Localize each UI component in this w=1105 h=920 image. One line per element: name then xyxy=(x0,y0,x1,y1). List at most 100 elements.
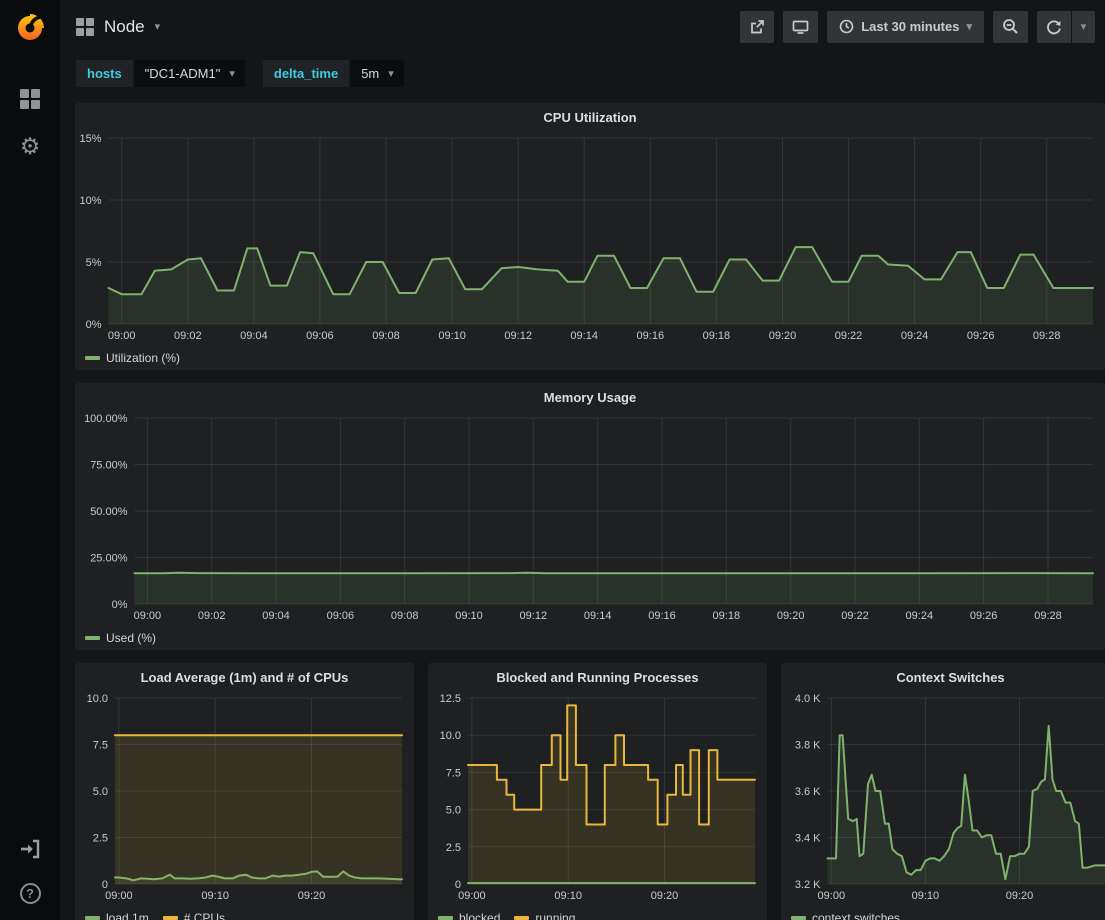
search-minus-icon xyxy=(1002,18,1019,35)
svg-text:5.0: 5.0 xyxy=(446,805,461,817)
svg-text:09:00: 09:00 xyxy=(134,610,162,622)
svg-text:09:00: 09:00 xyxy=(458,890,486,902)
svg-text:7.5: 7.5 xyxy=(446,767,461,779)
svg-text:09:12: 09:12 xyxy=(504,330,532,342)
panel-memory-usage: Memory Usage 0%25.00%50.00%75.00%100.00%… xyxy=(75,383,1105,650)
svg-text:09:20: 09:20 xyxy=(769,330,797,342)
svg-text:09:18: 09:18 xyxy=(713,610,741,622)
legend-item[interactable]: context switches xyxy=(791,911,900,920)
sidebar-item-signin[interactable] xyxy=(19,839,41,859)
variable-delta-time: delta_time 5m ▾ xyxy=(263,60,404,87)
legend-item[interactable]: Used (%) xyxy=(85,631,156,645)
svg-text:09:26: 09:26 xyxy=(967,330,995,342)
dashboards-icon xyxy=(20,89,40,109)
variables-row: hosts "DC1-ADM1" ▾ delta_time 5m ▾ xyxy=(60,53,1105,87)
svg-text:09:20: 09:20 xyxy=(651,890,679,902)
svg-text:50.00%: 50.00% xyxy=(90,506,128,518)
sign-in-icon xyxy=(19,839,41,859)
legend-swatch xyxy=(85,356,100,360)
load-average-chart[interactable]: 02.55.07.510.009:0009:1009:20 xyxy=(75,690,414,905)
svg-text:09:00: 09:00 xyxy=(818,890,846,902)
svg-text:09:16: 09:16 xyxy=(637,330,665,342)
legend-label: context switches xyxy=(812,911,900,920)
svg-text:09:02: 09:02 xyxy=(198,610,226,622)
panel-title[interactable]: Blocked and Running Processes xyxy=(428,663,767,690)
svg-text:09:02: 09:02 xyxy=(174,330,202,342)
svg-text:2.5: 2.5 xyxy=(93,833,108,845)
dashboard-title[interactable]: Node xyxy=(104,17,145,37)
svg-text:09:22: 09:22 xyxy=(841,610,869,622)
svg-text:4.0 K: 4.0 K xyxy=(795,693,821,705)
panel-blocked-running-processes: Blocked and Running Processes 02.55.07.5… xyxy=(428,663,767,920)
time-range-picker[interactable]: Last 30 minutes ▾ xyxy=(827,11,984,43)
legend-item[interactable]: blocked xyxy=(438,911,500,920)
chart-legend: load 1m # CPUs xyxy=(75,905,414,920)
legend-swatch xyxy=(85,916,100,920)
svg-text:09:14: 09:14 xyxy=(570,330,598,342)
legend-label: Utilization (%) xyxy=(106,351,180,365)
legend-label: running xyxy=(535,911,575,920)
legend-item[interactable]: # CPUs xyxy=(163,911,225,920)
chevron-down-icon: ▾ xyxy=(966,20,972,33)
legend-swatch xyxy=(438,916,453,920)
svg-text:09:08: 09:08 xyxy=(391,610,419,622)
sidebar-item-help[interactable]: ? xyxy=(20,883,41,920)
svg-text:5%: 5% xyxy=(86,257,102,269)
panel-title[interactable]: Load Average (1m) and # of CPUs xyxy=(75,663,414,690)
panel-title[interactable]: CPU Utilization xyxy=(75,103,1105,130)
share-button[interactable] xyxy=(740,11,774,43)
svg-text:09:08: 09:08 xyxy=(372,330,400,342)
svg-text:5.0: 5.0 xyxy=(93,786,108,798)
variable-hosts: hosts "DC1-ADM1" ▾ xyxy=(76,60,245,87)
cpu-utilization-chart[interactable]: 0%5%10%15%09:0009:0209:0409:0609:0809:10… xyxy=(75,130,1105,345)
refresh-interval-dropdown[interactable]: ▾ xyxy=(1072,11,1095,43)
svg-text:10%: 10% xyxy=(79,195,101,207)
dashboard-squares-icon xyxy=(76,18,94,36)
refresh-button[interactable] xyxy=(1037,11,1071,43)
svg-text:09:06: 09:06 xyxy=(306,330,334,342)
svg-text:09:10: 09:10 xyxy=(438,330,466,342)
zoom-out-button[interactable] xyxy=(993,11,1028,43)
svg-text:09:06: 09:06 xyxy=(327,610,355,622)
tv-mode-button[interactable] xyxy=(783,11,818,43)
variable-hosts-value: "DC1-ADM1" xyxy=(145,66,221,81)
legend-label: Used (%) xyxy=(106,631,156,645)
chart-legend: blocked running xyxy=(428,905,767,920)
chevron-down-icon[interactable]: ▾ xyxy=(155,20,161,33)
panel-context-switches: Context Switches 3.2 K3.4 K3.6 K3.8 K4.0… xyxy=(781,663,1105,920)
panel-cpu-utilization: CPU Utilization 0%5%10%15%09:0009:0209:0… xyxy=(75,103,1105,370)
grafana-logo[interactable] xyxy=(10,7,50,47)
main-area: Node ▾ Las xyxy=(60,0,1105,87)
legend-item[interactable]: running xyxy=(514,911,575,920)
legend-label: # CPUs xyxy=(184,911,225,920)
chevron-down-icon: ▾ xyxy=(229,67,235,80)
svg-text:25.00%: 25.00% xyxy=(90,553,128,565)
sidebar-item-configuration[interactable]: ⚙ xyxy=(20,135,41,158)
variable-hosts-label: hosts xyxy=(76,60,133,87)
svg-text:09:26: 09:26 xyxy=(970,610,998,622)
svg-text:09:22: 09:22 xyxy=(835,330,863,342)
variable-delta-time-value-dropdown[interactable]: 5m ▾ xyxy=(351,60,404,87)
legend-swatch xyxy=(163,916,178,920)
blocked-running-chart[interactable]: 02.55.07.510.012.509:0009:1009:20 xyxy=(428,690,767,905)
legend-swatch xyxy=(514,916,529,920)
svg-text:09:10: 09:10 xyxy=(912,890,940,902)
variable-hosts-value-dropdown[interactable]: "DC1-ADM1" ▾ xyxy=(135,60,245,87)
grafana-logo-icon xyxy=(10,7,50,47)
legend-item[interactable]: Utilization (%) xyxy=(85,351,180,365)
svg-text:09:28: 09:28 xyxy=(1033,330,1061,342)
sidebar-item-dashboards[interactable] xyxy=(20,89,40,109)
clock-icon xyxy=(839,19,854,34)
legend-item[interactable]: load 1m xyxy=(85,911,149,920)
memory-usage-chart[interactable]: 0%25.00%50.00%75.00%100.00%09:0009:0209:… xyxy=(75,410,1105,625)
context-switches-chart[interactable]: 3.2 K3.4 K3.6 K3.8 K4.0 K09:0009:1009:20 xyxy=(781,690,1105,905)
panel-title[interactable]: Memory Usage xyxy=(75,383,1105,410)
chart-legend: Used (%) xyxy=(75,625,1105,650)
svg-text:100.00%: 100.00% xyxy=(84,413,128,425)
svg-text:09:00: 09:00 xyxy=(108,330,136,342)
svg-text:09:18: 09:18 xyxy=(703,330,731,342)
svg-text:12.5: 12.5 xyxy=(440,693,461,705)
monitor-icon xyxy=(792,19,809,35)
panel-title[interactable]: Context Switches xyxy=(781,663,1105,690)
chevron-down-icon: ▾ xyxy=(388,67,394,80)
